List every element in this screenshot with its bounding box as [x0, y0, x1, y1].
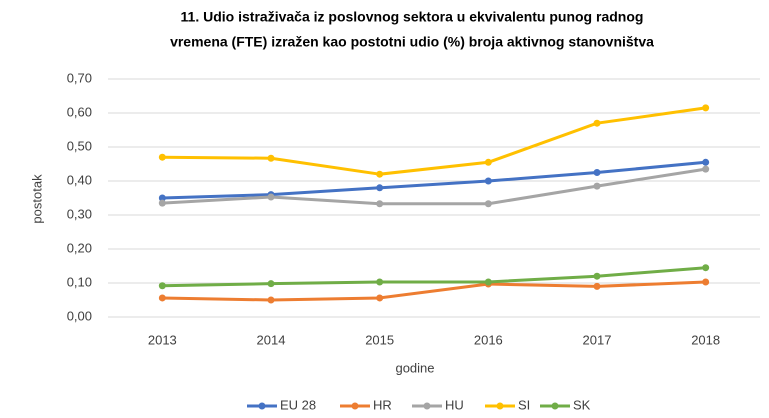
data-point [158, 153, 166, 161]
chart-title: 11. Udio istraživača iz poslovnog sektor… [181, 9, 644, 25]
data-point [376, 184, 384, 192]
x-tick-label: 2013 [148, 332, 177, 347]
data-point [484, 177, 492, 185]
legend-marker [423, 402, 431, 410]
y-tick-label: 0,50 [67, 138, 92, 153]
legend-label: HU [445, 397, 464, 412]
data-point [702, 264, 710, 272]
series-line [162, 280, 706, 302]
data-point [267, 296, 275, 304]
chart-title: vremena (FTE) izražen kao postotni udio … [170, 34, 654, 50]
data-point [158, 194, 166, 202]
data-point [484, 158, 492, 166]
x-tick-label: 2018 [691, 332, 720, 347]
legend-label: HR [373, 397, 392, 412]
data-point [267, 193, 275, 201]
data-point [702, 278, 710, 286]
y-tick-label: 0,70 [67, 70, 92, 85]
data-point [376, 200, 384, 208]
y-tick-label: 0,40 [67, 172, 92, 187]
legend-label: SI [518, 397, 530, 412]
data-point [593, 272, 601, 280]
series-line [162, 160, 706, 200]
y-tick-label: 0,20 [67, 240, 92, 255]
y-tick-label: 0,10 [67, 274, 92, 289]
data-point [593, 282, 601, 290]
series-line [162, 266, 706, 288]
y-tick-label: 0,30 [67, 206, 92, 221]
x-tick-label: 2016 [474, 332, 503, 347]
legend-marker [551, 402, 559, 410]
x-tick-label: 2015 [365, 332, 394, 347]
y-tick-label: 0,00 [67, 308, 92, 323]
data-point [593, 169, 601, 176]
series-line [162, 167, 706, 206]
data-point [484, 278, 492, 286]
x-axis-label: godine [395, 360, 434, 375]
data-point [702, 158, 710, 166]
y-tick-label: 0,60 [67, 104, 92, 119]
data-point [376, 170, 384, 178]
data-point [702, 165, 710, 173]
y-axis-label: postotak [29, 174, 44, 224]
legend-marker [351, 402, 359, 410]
legend-marker [496, 402, 504, 410]
data-point [267, 280, 275, 288]
legend-label: EU 28 [280, 397, 316, 412]
x-tick-label: 2017 [583, 332, 612, 347]
data-point [376, 278, 384, 286]
data-point [158, 199, 166, 207]
series-line [162, 106, 706, 176]
data-point [593, 119, 601, 127]
data-point [376, 294, 384, 302]
data-point [484, 200, 492, 208]
x-tick-label: 2014 [257, 332, 286, 347]
legend-marker [258, 402, 266, 410]
data-point [593, 182, 601, 190]
legend-label: SK [573, 397, 591, 412]
data-point [158, 282, 166, 290]
data-point [702, 104, 710, 112]
data-point [267, 154, 275, 162]
data-point [158, 294, 166, 302]
